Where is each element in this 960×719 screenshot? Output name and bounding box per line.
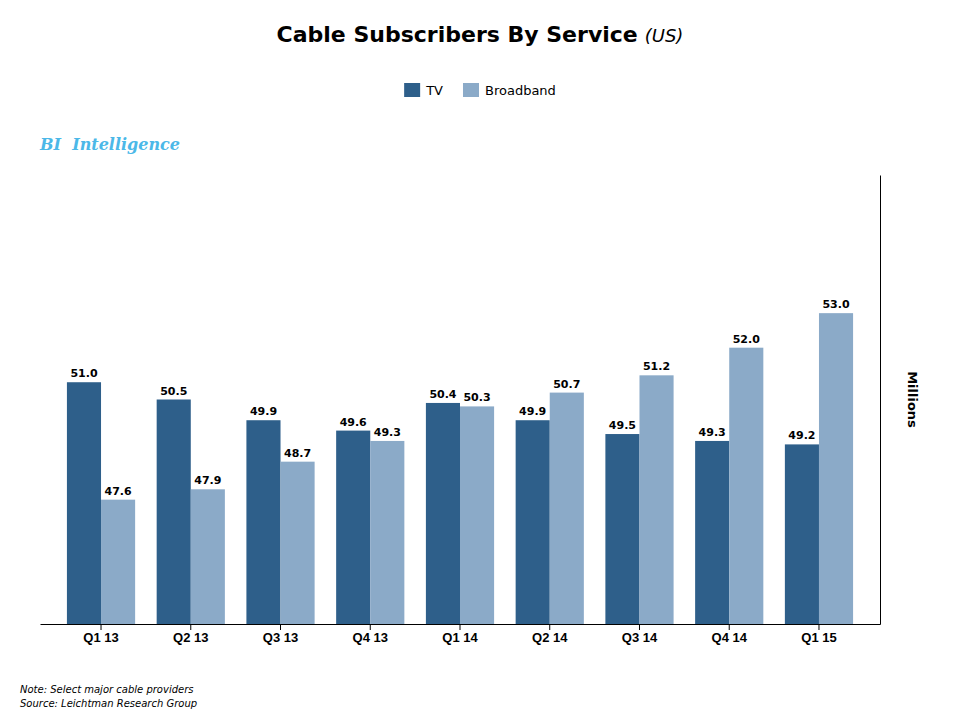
x-tick: Q4 13 xyxy=(353,624,388,645)
x-tick: Q3 14 xyxy=(622,624,658,645)
data-label: 49.9 xyxy=(250,405,277,418)
data-label: 47.9 xyxy=(194,474,221,487)
data-label: 49.6 xyxy=(340,416,367,429)
data-label: 51.2 xyxy=(643,360,670,373)
legend-item: Broadband xyxy=(463,83,556,98)
bar xyxy=(191,489,225,624)
note: Note: Select major cable providers xyxy=(20,684,193,695)
data-label: 53.0 xyxy=(822,298,849,311)
x-tick-mark xyxy=(101,624,102,630)
y-axis-line xyxy=(880,176,881,625)
data-label: 51.0 xyxy=(70,367,97,380)
legend: TV Broadband xyxy=(404,83,556,98)
bar xyxy=(605,434,639,624)
bars xyxy=(67,313,853,624)
x-tick-label: Q2 13 xyxy=(173,630,208,645)
bar xyxy=(550,393,584,624)
x-tick: Q1 15 xyxy=(801,624,836,645)
bar xyxy=(729,348,763,624)
bar xyxy=(336,431,370,624)
x-tick-label: Q3 13 xyxy=(263,630,298,645)
x-tick-mark xyxy=(370,624,371,630)
x-axis: Q1 13 Q2 13 Q3 13 Q4 13 Q1 14 Q2 14 Q3 14 Q4 14… xyxy=(41,624,881,645)
x-tick-label: Q1 13 xyxy=(83,630,118,645)
x-tick-mark xyxy=(280,624,281,630)
x-tick-mark xyxy=(729,624,730,630)
x-tick: Q2 13 xyxy=(173,624,208,645)
data-label: 49.3 xyxy=(699,426,726,439)
bar-series xyxy=(101,313,853,624)
legend-swatch xyxy=(404,83,420,97)
bar-series xyxy=(67,382,819,624)
bar xyxy=(101,500,135,624)
x-tick-mark xyxy=(549,624,550,630)
data-label: 49.2 xyxy=(788,429,815,442)
title-suffix: (US) xyxy=(645,25,684,46)
x-tick-label: Q4 13 xyxy=(353,630,388,645)
x-tick-label: Q4 14 xyxy=(712,630,748,645)
x-tick-label: Q2 14 xyxy=(532,630,568,645)
x-tick: Q4 14 xyxy=(712,624,748,645)
data-label: 48.7 xyxy=(284,447,311,460)
x-tick-mark xyxy=(190,624,191,630)
title: Cable Subscribers By Service (US) xyxy=(277,22,684,47)
x-tick: Q3 13 xyxy=(263,624,298,645)
bar xyxy=(281,462,315,624)
legend-label: Broadband xyxy=(485,83,556,98)
bar xyxy=(516,420,550,624)
chart: 51.0 50.5 49.9 49.6 50.4 49.9 49.5 49.3 49.2 47.6… xyxy=(0,0,960,719)
data-label: 47.6 xyxy=(105,485,132,498)
y-axis xyxy=(880,176,881,625)
data-label: 50.3 xyxy=(463,391,490,404)
data-labels: 51.0 50.5 49.9 49.6 50.4 49.9 49.5 49.3 49.2 47.6… xyxy=(70,298,850,498)
bar xyxy=(819,313,853,624)
data-label: 50.7 xyxy=(553,378,580,391)
legend-swatch xyxy=(463,83,479,97)
data-label: 49.3 xyxy=(374,426,401,439)
legend-item: TV xyxy=(404,83,443,98)
x-tick-mark xyxy=(460,624,461,630)
data-label: 52.0 xyxy=(733,333,760,346)
x-tick-label: Q1 14 xyxy=(442,630,478,645)
x-tick-label: Q1 15 xyxy=(801,630,836,645)
y-axis-title: Millions xyxy=(905,371,920,428)
x-tick: Q1 14 xyxy=(442,624,478,645)
x-tick: Q2 14 xyxy=(532,624,568,645)
data-label: 49.9 xyxy=(519,405,546,418)
watermark: BI Intelligence xyxy=(39,135,180,154)
bar xyxy=(639,375,673,624)
x-tick: Q1 13 xyxy=(83,624,118,645)
note: Source: Leichtman Research Group xyxy=(20,698,197,709)
data-label: 50.4 xyxy=(429,388,456,401)
data-label: 49.5 xyxy=(609,419,636,432)
bar xyxy=(785,444,819,624)
bar xyxy=(426,403,460,624)
data-label: 50.5 xyxy=(160,385,187,398)
x-tick-label: Q3 14 xyxy=(622,630,658,645)
x-tick-mark xyxy=(639,624,640,630)
legend-label: TV xyxy=(425,83,443,98)
bar xyxy=(460,406,494,624)
bar xyxy=(246,420,280,624)
bar xyxy=(157,400,191,625)
bar xyxy=(695,441,729,624)
bar xyxy=(67,382,101,624)
title-main: Cable Subscribers By Service xyxy=(277,22,638,47)
x-tick-mark xyxy=(818,624,819,630)
bar xyxy=(370,441,404,624)
